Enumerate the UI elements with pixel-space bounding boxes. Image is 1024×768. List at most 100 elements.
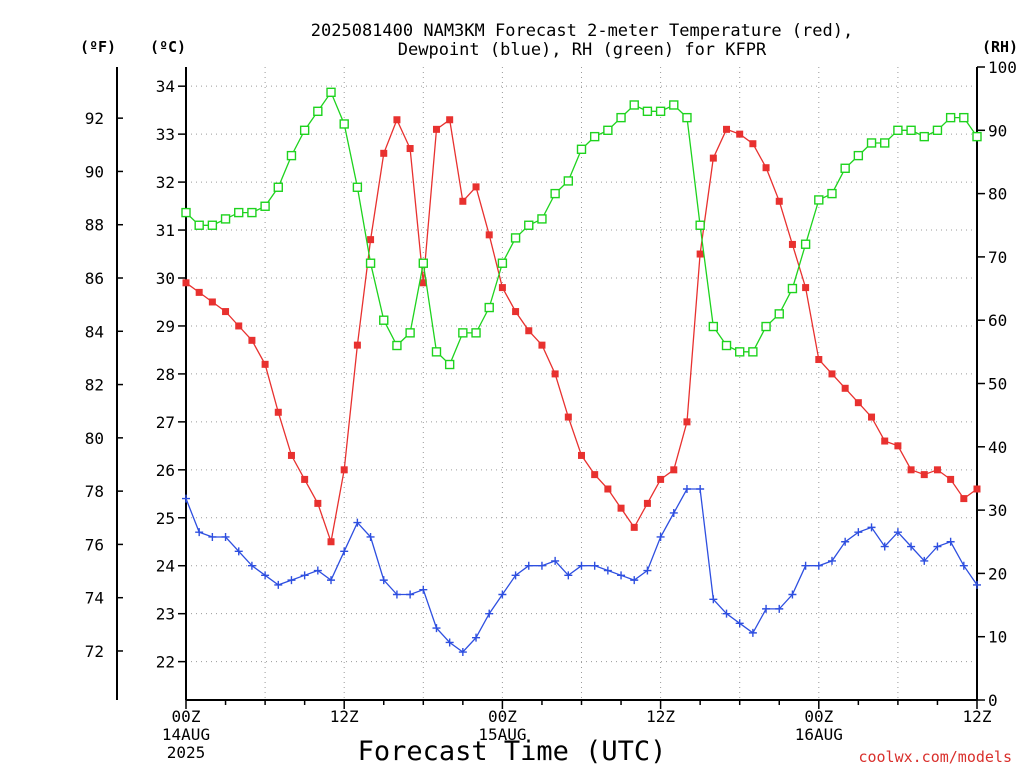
rh-tick-label: 40: [988, 438, 1007, 457]
rh-point: [880, 138, 890, 148]
chart-title: 2025081400 NAM3KM Forecast 2-meter Tempe…: [311, 21, 853, 60]
rh-point: [537, 214, 547, 224]
temperature-point: [775, 197, 783, 205]
rh-tick-label: 70: [988, 248, 1007, 267]
rh-tick-label: 100: [988, 58, 1017, 77]
temperature-point: [195, 288, 203, 296]
rh-point: [326, 87, 336, 98]
celsius-tick-label: 22: [156, 653, 175, 672]
dewpoint-point: [643, 566, 652, 575]
rh-point: [352, 182, 363, 192]
rh-point: [299, 125, 310, 136]
temperature-point: [287, 451, 295, 459]
rh-point: [682, 112, 692, 123]
fahrenheit-tick-label: 88: [85, 216, 104, 235]
dewpoint-point: [973, 580, 981, 589]
temperature-point: [841, 384, 849, 392]
rh-point: [866, 138, 877, 148]
rh-point: [194, 220, 204, 230]
dewpoint-point: [788, 590, 797, 599]
rh-point: [484, 302, 494, 313]
temperature-point: [894, 442, 902, 450]
rh-axis-unit: (RH): [982, 38, 1018, 56]
x-tick-label: 12Z: [330, 707, 359, 726]
rh-point: [840, 163, 850, 173]
celsius-tick-label: 25: [156, 509, 175, 528]
x-tick-label: 12Z: [646, 707, 675, 726]
temperature-point: [512, 308, 520, 316]
temperature-point: [749, 140, 757, 148]
temperature-point: [525, 327, 533, 335]
tick-labels: 22 23 24 25 26 27 28 29 30 31 32 33 34 72 74 76 78 80 82 84…: [85, 58, 1017, 762]
grid: [186, 67, 977, 700]
rh-point: [669, 100, 679, 110]
temperature-point: [485, 231, 493, 239]
rh-point: [748, 347, 758, 357]
temperature-point: [538, 341, 546, 349]
credit-text: coolwx.com/models: [858, 748, 1012, 766]
fahrenheit-tick-label: 76: [85, 535, 104, 554]
celsius-tick-label: 26: [156, 461, 175, 480]
x-tick-label: 00Z: [488, 707, 517, 726]
fahrenheit-tick-label: 82: [85, 376, 104, 395]
fahrenheit-tick-label: 92: [85, 109, 104, 128]
rh-point: [247, 207, 257, 218]
dewpoint-point: [274, 580, 283, 589]
rh-point: [444, 359, 455, 370]
temperature-point: [854, 399, 862, 407]
dewpoint-point: [524, 561, 533, 570]
dewpoint-point: [511, 571, 520, 580]
dewpoint-point: [669, 508, 678, 517]
dewpoint-point: [247, 561, 256, 570]
temperature-point: [960, 495, 968, 503]
dewpoint-point: [340, 547, 349, 556]
rh-point: [695, 220, 705, 230]
dewpoint-point: [419, 585, 428, 594]
temperature-point: [630, 523, 638, 531]
title-line-1: 2025081400 NAM3KM Forecast 2-meter Tempe…: [311, 21, 853, 41]
x-tick-label: 00Z: [804, 707, 833, 726]
dewpoint-point: [933, 542, 942, 551]
dewpoint-point: [287, 576, 296, 585]
dewpoint-point: [959, 561, 968, 570]
rh-point: [497, 258, 508, 268]
rh-point: [919, 131, 929, 142]
dewpoint-point: [234, 547, 243, 556]
rh-point: [379, 315, 389, 325]
temperature-point: [762, 164, 770, 172]
temperature-point: [947, 475, 955, 483]
rh-point: [260, 201, 270, 211]
dewpoint-point: [327, 576, 336, 585]
dewpoint-point: [867, 523, 876, 532]
temperature-point: [815, 356, 823, 364]
dewpoint-point: [445, 638, 454, 647]
rh-tick-label: 20: [988, 564, 1007, 583]
rh-point: [774, 309, 784, 319]
dewpoint-point: [827, 556, 836, 565]
dewpoint-point: [537, 561, 546, 570]
temperature-point: [551, 370, 559, 378]
x-tick-label: 14AUG: [162, 725, 210, 744]
temperature-point: [907, 466, 915, 474]
rh-tick-label: 90: [988, 121, 1007, 140]
temperature-point: [261, 360, 269, 368]
temperature-point: [419, 279, 427, 287]
temperature-point: [828, 370, 836, 378]
temperature-point: [472, 183, 480, 191]
temperature-point: [367, 236, 375, 244]
rh-point: [616, 112, 626, 123]
dewpoint-point: [735, 619, 744, 628]
dewpoint-point: [564, 571, 573, 580]
temperature-point: [643, 499, 651, 507]
temperature-point: [274, 408, 282, 416]
fahrenheit-tick-label: 72: [85, 642, 104, 661]
temperature-point: [340, 466, 348, 474]
rh-point: [220, 214, 231, 224]
celsius-tick-label: 28: [156, 365, 175, 384]
celsius-tick-label: 24: [156, 557, 175, 576]
rh-point: [906, 125, 916, 136]
rh-point: [365, 258, 376, 268]
x-tick-label: 12Z: [963, 707, 992, 726]
dewpoint-point: [709, 595, 718, 604]
temperature-point: [406, 145, 414, 153]
